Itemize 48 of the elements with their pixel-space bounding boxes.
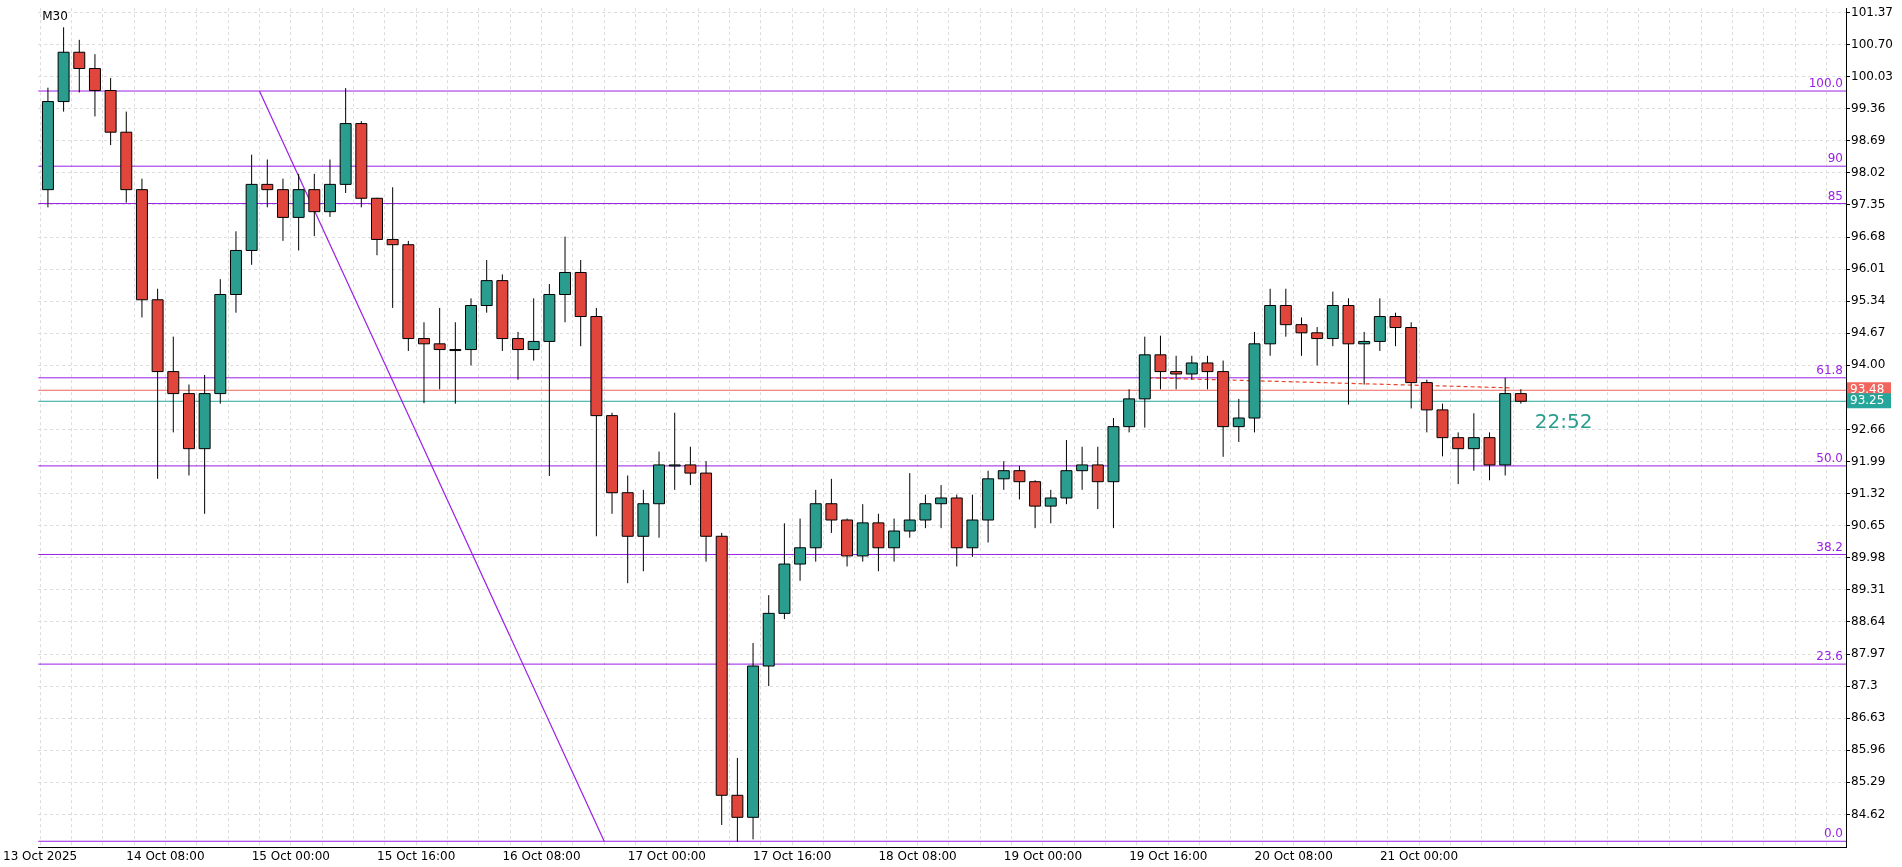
y-tick-label: 94.00 [1851, 357, 1886, 372]
x-tick-label: 19 Oct 00:00 [1003, 849, 1083, 864]
y-tick-label: 86.63 [1851, 710, 1886, 725]
y-tick-label: 87.97 [1851, 646, 1886, 661]
y-tick-label: 85.29 [1851, 774, 1886, 789]
y-tick-label: 100.70 [1851, 36, 1893, 51]
y-tick-label: 91.32 [1851, 485, 1886, 500]
y-tick-label: 101.37 [1851, 4, 1893, 19]
annotation: 22:52 [1534, 409, 1593, 434]
x-tick-label: 16 Oct 08:00 [502, 849, 581, 864]
annotation: 23.6 [1816, 649, 1843, 664]
annotation: 100.0 [1808, 76, 1843, 91]
ref-line-label: 93.25 [1850, 393, 1885, 408]
y-tick-label: 96.01 [1851, 261, 1886, 276]
annotation: 50.0 [1816, 451, 1843, 466]
y-tick-label: 96.68 [1851, 229, 1886, 244]
y-tick-label: 94.67 [1851, 325, 1886, 340]
y-tick-label: 97.35 [1851, 197, 1886, 212]
annotation: 90 [1827, 151, 1843, 166]
y-tick-label: 92.66 [1851, 421, 1886, 436]
y-tick-label: 100.03 [1851, 68, 1893, 83]
annotation: 85 [1827, 188, 1843, 203]
chart-title: M30 [42, 9, 68, 24]
y-tick-label: 89.31 [1851, 582, 1886, 597]
x-tick-label: 19 Oct 16:00 [1129, 849, 1208, 864]
y-tick-label: 90.65 [1851, 517, 1886, 532]
y-tick-label: 98.02 [1851, 165, 1886, 180]
y-tick-label: 95.34 [1851, 293, 1886, 308]
y-tick-label: 89.98 [1851, 549, 1886, 564]
x-tick-label: 14 Oct 08:00 [126, 849, 205, 864]
x-tick-label: 15 Oct 00:00 [251, 849, 330, 864]
annotation: 61.8 [1816, 362, 1843, 377]
annotation: 38.2 [1816, 539, 1843, 554]
y-tick-label: 85.96 [1851, 742, 1886, 757]
annotation: 0.0 [1823, 826, 1843, 841]
x-tick-label: 20 Oct 08:00 [1254, 849, 1333, 864]
x-tick-label: 18 Oct 08:00 [878, 849, 957, 864]
x-tick-label: 21 Oct 00:00 [1379, 849, 1459, 864]
x-tick-label: 15 Oct 16:00 [377, 849, 456, 864]
x-tick-label: 13 Oct 2025 [3, 849, 78, 864]
y-tick-label: 87.3 [1851, 678, 1878, 693]
x-tick-label: 17 Oct 16:00 [753, 849, 832, 864]
y-tick-label: 84.62 [1851, 806, 1886, 821]
y-tick-label: 91.99 [1851, 453, 1886, 468]
x-tick-label: 17 Oct 00:00 [627, 849, 706, 864]
y-tick-label: 99.36 [1851, 100, 1886, 115]
y-tick-label: 88.64 [1851, 614, 1886, 629]
y-tick-label: 98.69 [1851, 132, 1886, 147]
